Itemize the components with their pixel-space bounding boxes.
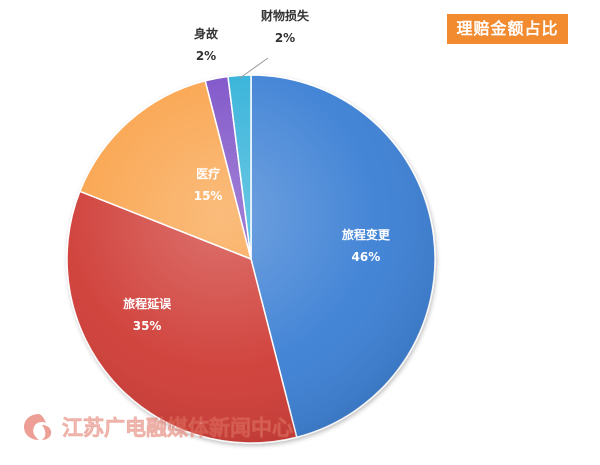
slice-name-label: 旅程变更 [342, 227, 391, 242]
slice-labels: 旅程变更 46% 旅程延误 35% 医疗 15% 身故 2% 财物损失 2% [123, 8, 391, 333]
watermark: 江苏广电融媒体新闻中心 [22, 412, 293, 442]
slice-value-label: 35% [133, 319, 162, 333]
slice-name-label: 旅程延误 [123, 296, 172, 311]
slice-value-label: 46% [352, 250, 381, 264]
slice-name-label: 身故 [194, 26, 219, 41]
slice-value-label: 2% [275, 31, 295, 45]
chart-title: 理赔金额占比 [447, 14, 568, 44]
leader-lines [239, 57, 269, 79]
slice-value-label: 15% [194, 189, 223, 203]
watermark-logo-icon [24, 414, 52, 440]
slice-value-label: 2% [196, 49, 216, 63]
watermark-text: 江苏广电融媒体新闻中心 [62, 416, 294, 441]
slice-name-label: 医疗 [196, 166, 220, 181]
slice-name-label: 财物损失 [260, 8, 310, 23]
leader-line [239, 57, 269, 79]
